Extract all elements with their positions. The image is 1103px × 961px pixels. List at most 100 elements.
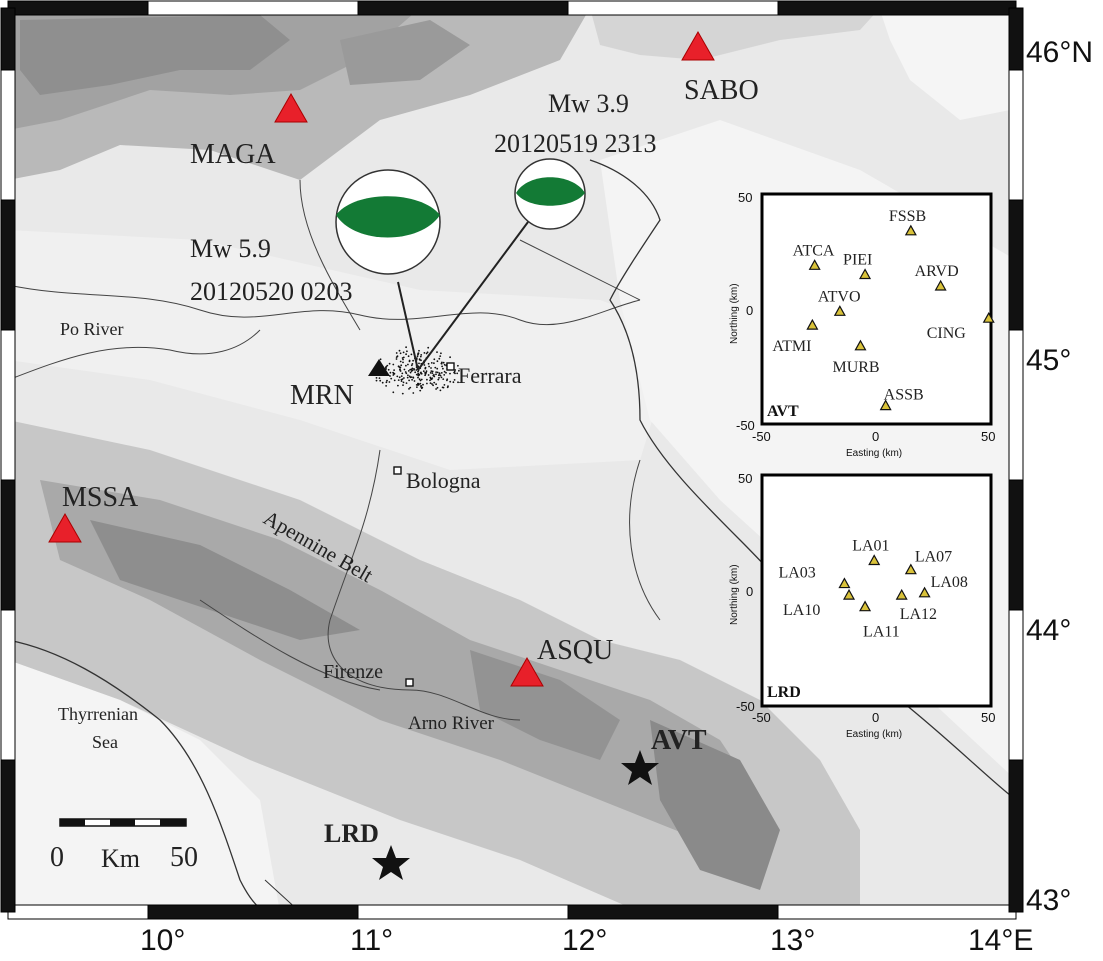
aftershock-dot (414, 371, 417, 374)
frame-segment (1008, 329, 1024, 481)
aftershock-dot (379, 379, 382, 382)
po-plain (8, 230, 680, 470)
inset-station-marker-assb (879, 399, 892, 411)
aftershock-dot (430, 367, 432, 369)
aftershock-dot (433, 358, 436, 361)
aftershock-dot (418, 378, 421, 381)
aftershock-dot (432, 384, 434, 387)
frame-segment (357, 0, 569, 16)
frame-segment (0, 199, 16, 331)
aftershock-dot (410, 368, 413, 371)
aftershock-dot (438, 373, 441, 375)
frame-segment (0, 69, 16, 201)
aftershock-dot (443, 363, 446, 366)
aftershock-dot (429, 377, 432, 380)
aftershock-dot (418, 349, 420, 352)
aftershock-dot (437, 378, 440, 381)
aftershock-dot (424, 366, 427, 369)
map-frame (0, 0, 1024, 920)
aftershock-dot (422, 383, 424, 386)
aftershock-dot (375, 377, 378, 379)
rivers (7, 179, 661, 721)
aftershock-dot (390, 377, 393, 380)
aftershock-dot (442, 367, 444, 370)
aftershock-dot (420, 354, 423, 356)
aftershock-dot (420, 371, 422, 374)
aftershock-dot (460, 372, 463, 375)
aftershock-dot (401, 357, 404, 359)
aftershock-dot (439, 374, 442, 377)
frame-segment (1008, 609, 1024, 761)
inset-station-marker-la07 (904, 563, 917, 575)
frame-segment (0, 759, 16, 913)
aftershock-dot (400, 364, 403, 367)
aftershock-dot (400, 378, 403, 381)
inset-station-label-la08: LA08 (931, 574, 968, 591)
aftershock-dot (443, 374, 446, 376)
frame-segment (0, 329, 16, 481)
station-maga-label: MAGA (190, 139, 276, 170)
aftershock-dot (389, 371, 392, 374)
inset-lrd-ylabel: Northing (km) (729, 564, 740, 625)
aftershock-dot (399, 368, 401, 370)
aftershock-dot (408, 359, 411, 362)
frame-segment (1008, 759, 1024, 913)
aftershock-dot (415, 369, 418, 371)
aftershock-dot (412, 376, 414, 379)
aftershock-dot (446, 379, 448, 382)
city-firenze-label: Firenze (323, 661, 383, 683)
frame-segment (147, 0, 359, 16)
frame-segment (0, 609, 16, 761)
frame-segment (1008, 199, 1024, 331)
aftershock-dot (436, 371, 439, 374)
frame-segment (147, 904, 359, 920)
aftershock-dot (417, 353, 419, 356)
aftershock-dot (420, 372, 423, 375)
inset-station-marker-la12 (895, 588, 908, 600)
aftershock-dot (402, 351, 405, 354)
site-avt-star (621, 750, 659, 785)
inset-lrd-frame (760, 473, 993, 708)
aftershock-dot (453, 379, 456, 381)
aftershock-dot (405, 346, 407, 349)
aftershock-dot (426, 351, 429, 354)
inset-lrd-ytick-mid: 0 (746, 584, 753, 599)
station-sabo-label: SABO (684, 75, 759, 106)
aftershock-dot (405, 364, 407, 367)
lon-label-13: 13° (770, 924, 815, 957)
aftershock-dot (427, 346, 430, 349)
aftershock-dot (412, 359, 414, 362)
aftershock-dot (402, 358, 404, 361)
aftershock-dot (417, 382, 420, 385)
inset-station-marker-murb (854, 339, 867, 351)
aftershock-dot (399, 366, 402, 369)
aftershock-dot (396, 375, 399, 378)
aftershock-dot (402, 384, 404, 386)
aftershock-dot (438, 357, 441, 360)
station-sabo-marker (681, 30, 715, 61)
event1-datetime: 20120520 0203 (190, 277, 353, 306)
aftershock-dot (431, 377, 434, 379)
aftershock-dot (430, 362, 433, 364)
scale-max: 50 (170, 842, 198, 873)
aftershock-dot (384, 366, 387, 369)
inset-avt: ATCA FSSB PIEI ARVD ATVO ATMI CING MURB ASSB AVT… (729, 190, 995, 459)
aftershock-dot (401, 392, 404, 395)
aftershock-dot (426, 378, 428, 381)
aftershock-dot (416, 355, 419, 358)
inset-station-label-atca: ATCA (793, 242, 835, 259)
aftershock-dot (403, 377, 405, 379)
inset-station-label-murb: MURB (832, 359, 879, 376)
aftershock-dot (395, 352, 398, 354)
aftershock-dot (392, 374, 395, 376)
aftershock-dot (399, 352, 402, 355)
aftershock-dot (456, 372, 459, 375)
inset-avt-ytick-top: 50 (738, 190, 752, 205)
site-avt-label: AVT (651, 725, 707, 756)
aftershock-dot (395, 358, 398, 360)
aftershock-dot (407, 355, 410, 358)
frame-segment (567, 0, 779, 16)
aftershock-dot (418, 362, 420, 365)
aftershock-dot (410, 376, 413, 378)
city-bologna-label: Bologna (406, 468, 481, 493)
